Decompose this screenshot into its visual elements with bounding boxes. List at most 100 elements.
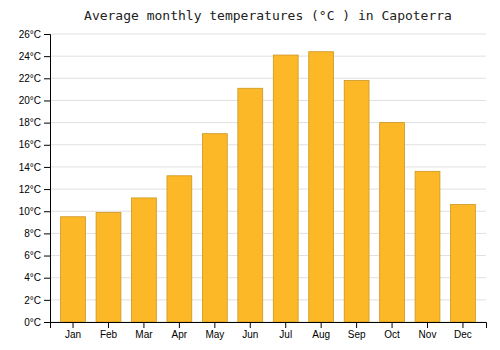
- tick: Dec: [454, 322, 472, 340]
- tick-label: Jun: [242, 329, 258, 340]
- tick: Mar: [135, 322, 153, 340]
- tick-label: 2°C: [24, 295, 41, 306]
- grid-line: [50, 78, 486, 79]
- tick-mark: [108, 322, 109, 328]
- tick: 6°C: [24, 250, 50, 261]
- tick: Sep: [348, 322, 366, 340]
- tick-mark: [44, 211, 50, 212]
- tick-label: 24°C: [19, 51, 41, 62]
- tick-mark: [356, 322, 357, 328]
- tick-mark: [73, 322, 74, 328]
- tick: 24°C: [19, 51, 50, 62]
- tick-label: Dec: [454, 329, 472, 340]
- bar: [415, 171, 440, 322]
- bar: [96, 212, 121, 322]
- grid-line: [50, 122, 486, 123]
- tick: 14°C: [19, 162, 50, 173]
- tick-label: May: [205, 329, 224, 340]
- tick-mark: [44, 189, 50, 190]
- bar: [61, 217, 86, 322]
- tick-label: 10°C: [19, 206, 41, 217]
- tick-mark: [44, 322, 50, 323]
- tick: Jun: [242, 322, 258, 340]
- grid-line: [50, 34, 486, 35]
- tick: Apr: [172, 322, 188, 340]
- tick: Feb: [100, 322, 118, 340]
- tick: 0°C: [24, 317, 50, 328]
- bar: [380, 123, 405, 322]
- grid-line: [50, 144, 486, 145]
- grid-line: [50, 166, 486, 167]
- tick-label: 16°C: [19, 139, 41, 150]
- bar: [132, 198, 157, 322]
- tick-mark: [44, 34, 50, 35]
- axis-line: [44, 35, 51, 323]
- tick: 4°C: [24, 272, 50, 283]
- tick-label: Oct: [384, 329, 400, 340]
- tick: Jul: [279, 322, 292, 340]
- tick: 22°C: [19, 73, 50, 84]
- tick-label: 6°C: [24, 250, 41, 261]
- y-axis: 0°C 2°C 4°C 6°C 8°C 10°C 12°C 14°C 16°C 18°C 20°C 2…: [19, 29, 51, 328]
- tick: 18°C: [19, 117, 50, 128]
- tick-label: Mar: [135, 329, 153, 340]
- tick: 2°C: [24, 295, 50, 306]
- tick-label: 18°C: [19, 117, 41, 128]
- tick-label: 4°C: [24, 272, 41, 283]
- title: Average monthly temperatures (°C ) in Ca…: [84, 8, 452, 23]
- tick-mark: [44, 145, 50, 146]
- chart: Average monthly temperatures (°C ) in Ca…: [0, 0, 500, 350]
- tick: 16°C: [19, 139, 50, 150]
- tick-label: 20°C: [19, 95, 41, 106]
- tick: Oct: [384, 322, 400, 340]
- bar: [167, 176, 192, 322]
- tick: 12°C: [19, 184, 50, 195]
- tick: 10°C: [19, 206, 50, 217]
- tick-mark: [143, 322, 144, 328]
- tick: Aug: [312, 322, 330, 340]
- tick-mark: [44, 256, 50, 257]
- plot: 0°C 2°C 4°C 6°C 8°C 10°C 12°C 14°C 16°C 18°C 20°C 2…: [19, 29, 487, 340]
- tick-label: Jan: [65, 329, 81, 340]
- tick-mark: [44, 300, 50, 301]
- tick-label: Sep: [348, 329, 366, 340]
- tick-mark: [44, 278, 50, 279]
- bar: [309, 52, 334, 322]
- tick-label: Jul: [279, 329, 292, 340]
- tick-label: Aug: [312, 329, 330, 340]
- bar: [238, 88, 263, 322]
- tick-mark: [44, 167, 50, 168]
- tick: 20°C: [19, 95, 50, 106]
- grid: [50, 34, 486, 322]
- tick-mark: [285, 322, 286, 328]
- tick-mark: [179, 322, 180, 328]
- bar: [451, 205, 476, 322]
- tick-label: 22°C: [19, 73, 41, 84]
- tick-label: 14°C: [19, 162, 41, 173]
- marks: [61, 52, 476, 322]
- bar: [202, 134, 227, 322]
- tick-mark: [392, 322, 393, 328]
- tick-mark: [44, 78, 50, 79]
- tick-mark: [321, 322, 322, 328]
- tick: Nov: [419, 322, 437, 340]
- tick-label: 12°C: [19, 184, 41, 195]
- grid-line: [50, 100, 486, 101]
- axis-line: [51, 323, 487, 329]
- tick-mark: [44, 100, 50, 101]
- tick-label: Feb: [100, 329, 118, 340]
- tick-mark: [250, 322, 251, 328]
- tick-label: 0°C: [24, 317, 41, 328]
- tick: 26°C: [19, 29, 50, 40]
- tick-label: Apr: [172, 329, 188, 340]
- tick-label: Nov: [419, 329, 437, 340]
- grid-line: [50, 56, 486, 57]
- tick-mark: [214, 322, 215, 328]
- tick: 8°C: [24, 228, 50, 239]
- tick-mark: [427, 322, 428, 328]
- tick: May: [205, 322, 224, 340]
- tick-mark: [44, 233, 50, 234]
- tick-mark: [44, 123, 50, 124]
- bar: [344, 81, 369, 322]
- bar: [273, 55, 298, 322]
